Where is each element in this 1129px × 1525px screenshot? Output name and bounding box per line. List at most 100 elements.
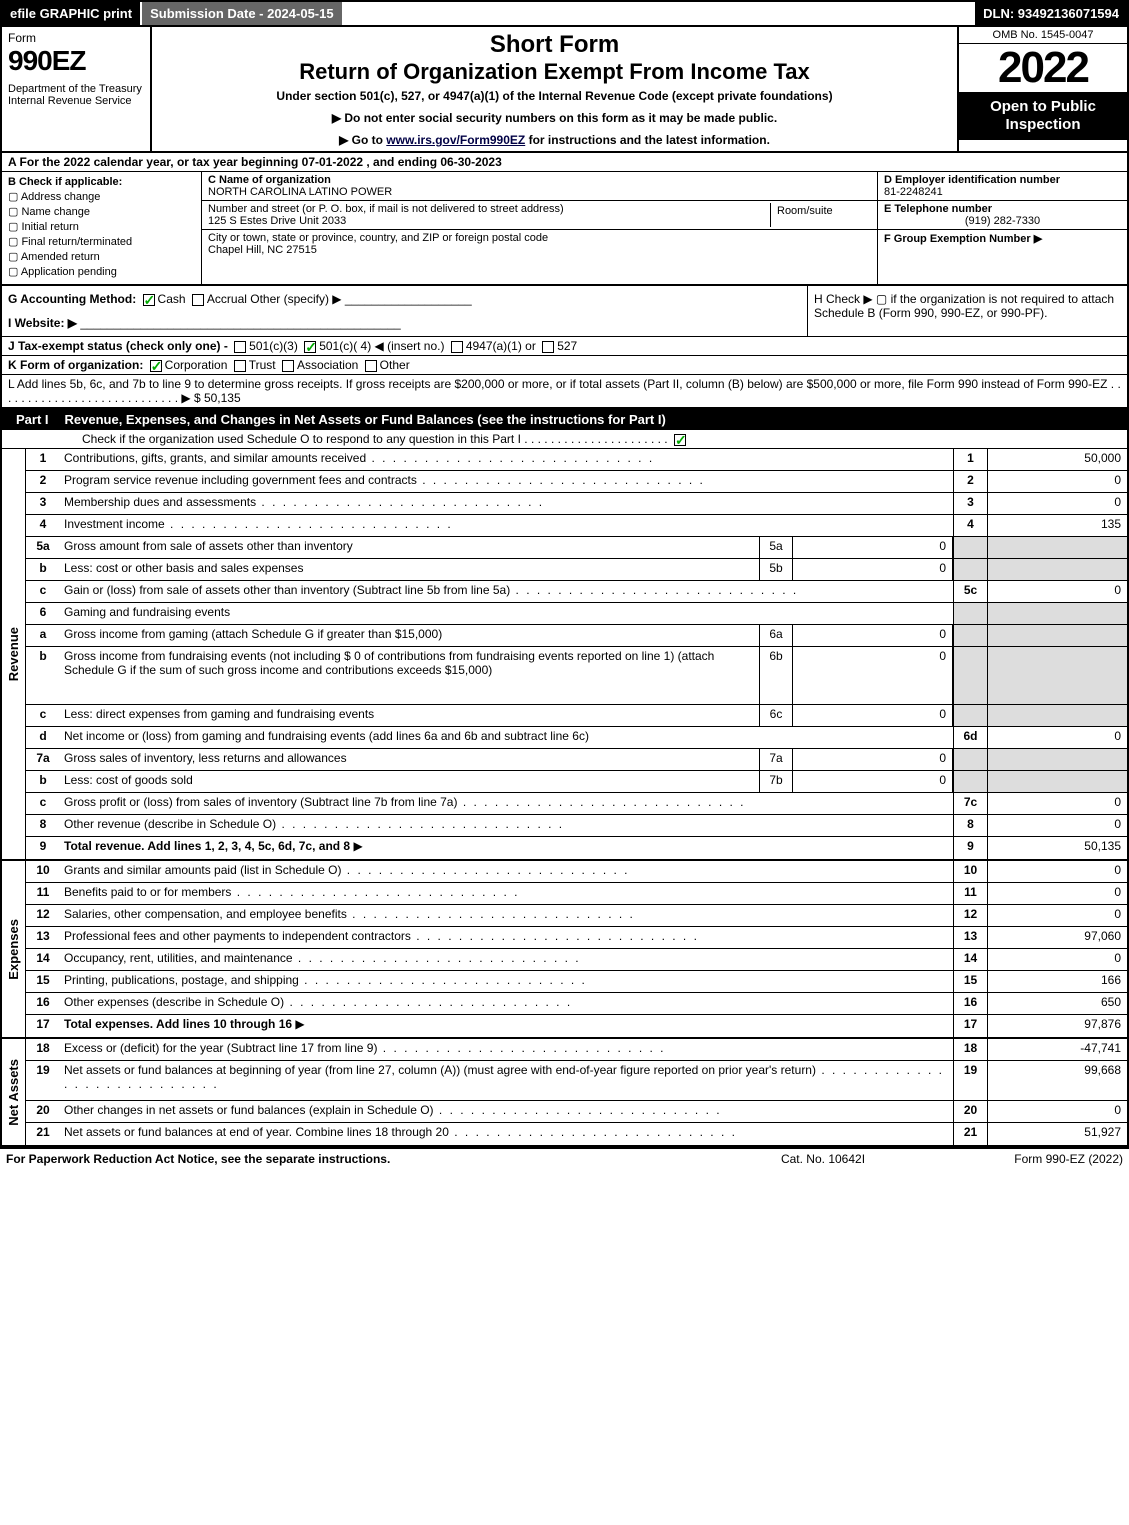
chk-trust[interactable] [234, 360, 246, 372]
note2-post: for instructions and the latest informat… [525, 133, 770, 147]
chk-application-pending[interactable]: Application pending [8, 265, 195, 278]
row-1: 1Contributions, gifts, grants, and simil… [26, 449, 1127, 471]
section-g-h: G Accounting Method: Cash Accrual Other … [2, 286, 1127, 337]
row-9: 9Total revenue. Add lines 1, 2, 3, 4, 5c… [26, 837, 1127, 859]
phone-value: (919) 282-7330 [884, 215, 1121, 227]
spacer [344, 2, 976, 25]
section-b-through-f: B Check if applicable: Address change Na… [2, 172, 1127, 286]
org-name-value: NORTH CAROLINA LATINO POWER [208, 186, 392, 198]
chk-schedule-o[interactable] [674, 434, 686, 446]
form-subtitle: Under section 501(c), 527, or 4947(a)(1)… [160, 89, 949, 103]
part-1-label: Part I [8, 412, 57, 427]
row-19: 19Net assets or fund balances at beginni… [26, 1061, 1127, 1101]
form-number: 990EZ [8, 45, 144, 77]
revenue-vlabel: Revenue [2, 449, 26, 859]
header-right: OMB No. 1545-0047 2022 Open to Public In… [957, 27, 1127, 151]
row-11: 11Benefits paid to or for members110 [26, 883, 1127, 905]
row-6b: bGross income from fundraising events (n… [26, 647, 1127, 705]
room-box: Room/suite [771, 203, 871, 227]
section-b-label: B Check if applicable: [8, 176, 122, 188]
expenses-vlabel: Expenses [2, 861, 26, 1037]
part-1-checknote: Check if the organization used Schedule … [2, 430, 1127, 449]
note2-pre: ▶ Go to [339, 133, 386, 147]
chk-name-change[interactable]: Name change [8, 205, 195, 218]
tax-year: 2022 [959, 44, 1127, 92]
line-j: J Tax-exempt status (check only one) - 5… [2, 337, 1127, 356]
chk-other-org[interactable] [365, 360, 377, 372]
chk-initial-return[interactable]: Initial return [8, 220, 195, 233]
chk-4947[interactable] [451, 341, 463, 353]
part-1-title: Revenue, Expenses, and Changes in Net As… [65, 412, 1121, 427]
footer-left: For Paperwork Reduction Act Notice, see … [6, 1152, 723, 1166]
phone-label: E Telephone number [884, 203, 992, 215]
dln-badge: DLN: 93492136071594 [975, 2, 1127, 25]
page-footer: For Paperwork Reduction Act Notice, see … [0, 1149, 1129, 1169]
form-header: Form 990EZ Department of the Treasury In… [2, 27, 1127, 153]
revenue-table: Revenue 1Contributions, gifts, grants, a… [2, 449, 1127, 861]
expenses-table: Expenses 10Grants and similar amounts pa… [2, 861, 1127, 1039]
row-12: 12Salaries, other compensation, and empl… [26, 905, 1127, 927]
part-1-header: Part I Revenue, Expenses, and Changes in… [2, 409, 1127, 430]
row-6a: aGross income from gaming (attach Schedu… [26, 625, 1127, 647]
row-6d: dNet income or (loss) from gaming and fu… [26, 727, 1127, 749]
ssn-warning: ▶ Do not enter social security numbers o… [160, 111, 949, 125]
section-g-i: G Accounting Method: Cash Accrual Other … [2, 286, 807, 336]
section-d-e-f: D Employer identification number 81-2248… [877, 172, 1127, 284]
row-17: 17Total expenses. Add lines 10 through 1… [26, 1015, 1127, 1037]
section-d: D Employer identification number 81-2248… [878, 172, 1127, 201]
room-label: Room/suite [777, 205, 833, 217]
line-k: K Form of organization: Corporation Trus… [2, 356, 1127, 375]
efile-print-button[interactable]: efile GRAPHIC print [2, 2, 142, 25]
chk-527[interactable] [542, 341, 554, 353]
row-4: 4Investment income4135 [26, 515, 1127, 537]
chk-501c[interactable] [304, 341, 316, 353]
section-b: B Check if applicable: Address change Na… [2, 172, 202, 284]
row-6: 6Gaming and fundraising events [26, 603, 1127, 625]
line-i: I Website: ▶ ___________________________… [8, 316, 801, 330]
row-14: 14Occupancy, rent, utilities, and mainte… [26, 949, 1127, 971]
section-f: F Group Exemption Number ▶ [878, 230, 1127, 247]
open-inspection-badge: Open to Public Inspection [959, 92, 1127, 140]
row-13: 13Professional fees and other payments t… [26, 927, 1127, 949]
form-label: Form [8, 31, 144, 45]
chk-corporation[interactable] [150, 360, 162, 372]
short-form-label: Short Form [160, 31, 949, 59]
row-5b: bLess: cost or other basis and sales exp… [26, 559, 1127, 581]
row-7c: cGross profit or (loss) from sales of in… [26, 793, 1127, 815]
row-7a: 7aGross sales of inventory, less returns… [26, 749, 1127, 771]
ein-value: 81-2248241 [884, 186, 943, 198]
submission-date-badge: Submission Date - 2024-05-15 [142, 2, 344, 25]
row-5a: 5aGross amount from sale of assets other… [26, 537, 1127, 559]
org-name-box: C Name of organization NORTH CAROLINA LA… [202, 172, 877, 201]
netassets-vlabel: Net Assets [2, 1039, 26, 1145]
chk-final-return[interactable]: Final return/terminated [8, 235, 195, 248]
street-value: 125 S Estes Drive Unit 2033 [208, 215, 346, 227]
netassets-table: Net Assets 18Excess or (deficit) for the… [2, 1039, 1127, 1147]
street-box: Number and street (or P. O. box, if mail… [208, 203, 771, 227]
row-18: 18Excess or (deficit) for the year (Subt… [26, 1039, 1127, 1061]
city-value: Chapel Hill, NC 27515 [208, 244, 317, 256]
form-container: efile GRAPHIC print Submission Date - 20… [0, 0, 1129, 1149]
city-label: City or town, state or province, country… [208, 232, 548, 244]
city-box: City or town, state or province, country… [202, 230, 877, 258]
header-middle: Short Form Return of Organization Exempt… [152, 27, 957, 151]
chk-501c3[interactable] [234, 341, 246, 353]
row-7b: bLess: cost of goods sold7b0 [26, 771, 1127, 793]
chk-amended-return[interactable]: Amended return [8, 250, 195, 263]
header-left: Form 990EZ Department of the Treasury In… [2, 27, 152, 151]
row-15: 15Printing, publications, postage, and s… [26, 971, 1127, 993]
row-21: 21Net assets or fund balances at end of … [26, 1123, 1127, 1145]
instructions-link-line: ▶ Go to www.irs.gov/Form990EZ for instru… [160, 133, 949, 147]
chk-accrual[interactable] [192, 294, 204, 306]
line-h: H Check ▶ ▢ if the organization is not r… [807, 286, 1127, 336]
irs-link[interactable]: www.irs.gov/Form990EZ [386, 133, 525, 147]
chk-cash[interactable] [143, 294, 155, 306]
department-label: Department of the Treasury Internal Reve… [8, 83, 144, 107]
chk-address-change[interactable]: Address change [8, 190, 195, 203]
row-8: 8Other revenue (describe in Schedule O)8… [26, 815, 1127, 837]
street-label: Number and street (or P. O. box, if mail… [208, 203, 564, 215]
omb-number: OMB No. 1545-0047 [959, 27, 1127, 44]
footer-right: Form 990-EZ (2022) [923, 1152, 1123, 1166]
chk-association[interactable] [282, 360, 294, 372]
row-20: 20Other changes in net assets or fund ba… [26, 1101, 1127, 1123]
